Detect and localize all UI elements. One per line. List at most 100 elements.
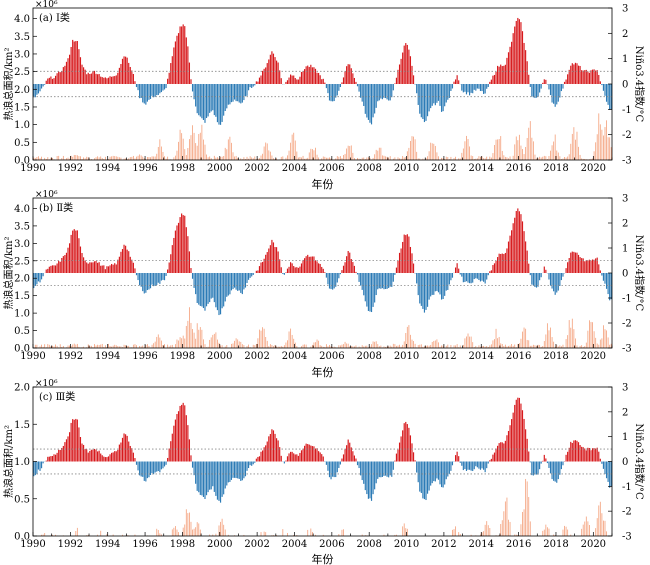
heatwave-area-bar <box>125 345 127 348</box>
nino-negative-bar <box>370 273 373 313</box>
heatwave-area-bar <box>467 333 469 348</box>
heatwave-area-bar <box>62 155 64 160</box>
nino-negative-bar <box>221 84 223 122</box>
nino-positive-bar <box>181 26 183 85</box>
nino-negative-bar <box>475 273 477 279</box>
heatwave-area-bar <box>97 156 99 160</box>
heatwave-area-bar <box>385 156 386 160</box>
heatwave-area-bar <box>204 144 206 160</box>
nino-positive-bar <box>545 269 547 273</box>
heatwave-area-bar <box>280 345 282 348</box>
heatwave-area-bar <box>383 346 385 348</box>
heatwave-area-bar <box>123 344 125 348</box>
nino-positive-bar <box>81 64 83 84</box>
heatwave-area-bar <box>599 339 601 348</box>
nino-positive-bar <box>518 397 520 462</box>
nino-negative-bar <box>213 84 215 116</box>
nino-negative-bar <box>360 273 362 286</box>
nino-positive-bar <box>95 73 97 84</box>
heatwave-area-bar <box>458 158 460 160</box>
heatwave-area-bar <box>322 346 324 348</box>
x-tick-label: 2006 <box>319 163 344 174</box>
heatwave-area-bar <box>410 334 411 348</box>
heatwave-area-bar <box>76 155 78 160</box>
heatwave-area-bar <box>447 157 449 160</box>
nino-positive-bar <box>582 70 584 84</box>
heatwave-area-bar <box>358 346 360 348</box>
heatwave-area-bar <box>459 158 461 160</box>
nino-negative-bar <box>244 273 247 288</box>
nino-negative-bar <box>534 84 536 98</box>
nino-positive-bar <box>587 447 589 462</box>
nino-positive-bar <box>570 441 572 462</box>
heatwave-area-bar <box>455 345 457 348</box>
heatwave-area-bar <box>556 344 558 348</box>
nino-negative-bar <box>39 461 41 471</box>
nino-negative-bar <box>475 84 477 91</box>
nino-positive-bar <box>302 448 304 462</box>
heatwave-area-bar <box>220 345 221 348</box>
nino-positive-bar <box>132 452 134 462</box>
nino-negative-bar <box>330 273 332 290</box>
nino-negative-bar <box>224 461 226 489</box>
nino-negative-bar <box>207 84 209 117</box>
nino-positive-bar <box>263 258 265 273</box>
nino-negative-bar <box>252 461 254 465</box>
heatwave-area-bar <box>179 129 181 160</box>
nino-positive-bar <box>285 460 287 462</box>
left-y-tick-label: 3.0 <box>14 239 30 250</box>
nino-negative-bar <box>601 461 603 464</box>
right-y-tick-label: -3 <box>622 344 632 355</box>
nino-negative-bar <box>232 84 234 102</box>
nino-positive-bar <box>504 64 506 84</box>
nino-negative-bar <box>377 461 379 479</box>
heatwave-area-bar <box>501 150 503 160</box>
heatwave-area-bar <box>269 151 271 160</box>
heatwave-area-bar <box>104 345 106 348</box>
heatwave-area-bar <box>293 132 295 160</box>
heatwave-area-bar <box>157 530 159 536</box>
nino-positive-bar <box>258 266 261 273</box>
nino-negative-bar <box>383 84 385 98</box>
nino-positive-bar <box>341 458 343 462</box>
heatwave-area-bar <box>151 344 153 348</box>
heatwave-area-bar <box>73 154 75 160</box>
heatwave-area-bar <box>305 158 307 160</box>
nino-positive-bar <box>86 449 88 462</box>
heatwave-area-bar <box>427 345 428 348</box>
nino-positive-bar <box>509 425 511 462</box>
nino-positive-bar <box>181 213 183 273</box>
nino-positive-bar <box>498 443 500 462</box>
nino-positive-bar <box>131 70 133 84</box>
nino-positive-bar <box>297 79 299 84</box>
heatwave-area-bar <box>560 346 562 348</box>
nino-positive-bar <box>498 253 500 273</box>
heatwave-area-bar <box>596 518 598 536</box>
heatwave-area-bar <box>601 513 603 536</box>
nino-positive-bar <box>500 64 502 84</box>
nino-negative-bar <box>143 84 145 104</box>
nino-positive-bar <box>56 263 58 273</box>
nino-negative-bar <box>338 461 340 468</box>
heatwave-area-bar <box>590 321 592 348</box>
heatwave-area-bar <box>243 534 245 536</box>
nino-negative-bar <box>37 84 40 94</box>
heatwave-area-bar <box>364 535 366 536</box>
heatwave-area-bar <box>469 336 471 348</box>
heatwave-area-bar <box>90 345 92 348</box>
heatwave-area-bar <box>59 344 61 348</box>
heatwave-area-bar <box>69 345 71 348</box>
heatwave-area-bar <box>87 534 89 536</box>
heatwave-area-bar <box>520 145 522 160</box>
heatwave-area-bar <box>487 347 489 348</box>
heatwave-area-bar <box>582 346 584 348</box>
heatwave-area-bar <box>296 535 298 536</box>
nino-negative-bar <box>531 84 533 97</box>
nino-negative-bar <box>531 273 533 285</box>
nino-negative-bar <box>229 84 231 105</box>
nino-negative-bar <box>389 84 391 101</box>
nino-positive-bar <box>307 65 309 84</box>
heatwave-area-bar <box>434 340 436 348</box>
nino-negative-bar <box>605 461 608 479</box>
nino-negative-bar <box>378 84 380 101</box>
